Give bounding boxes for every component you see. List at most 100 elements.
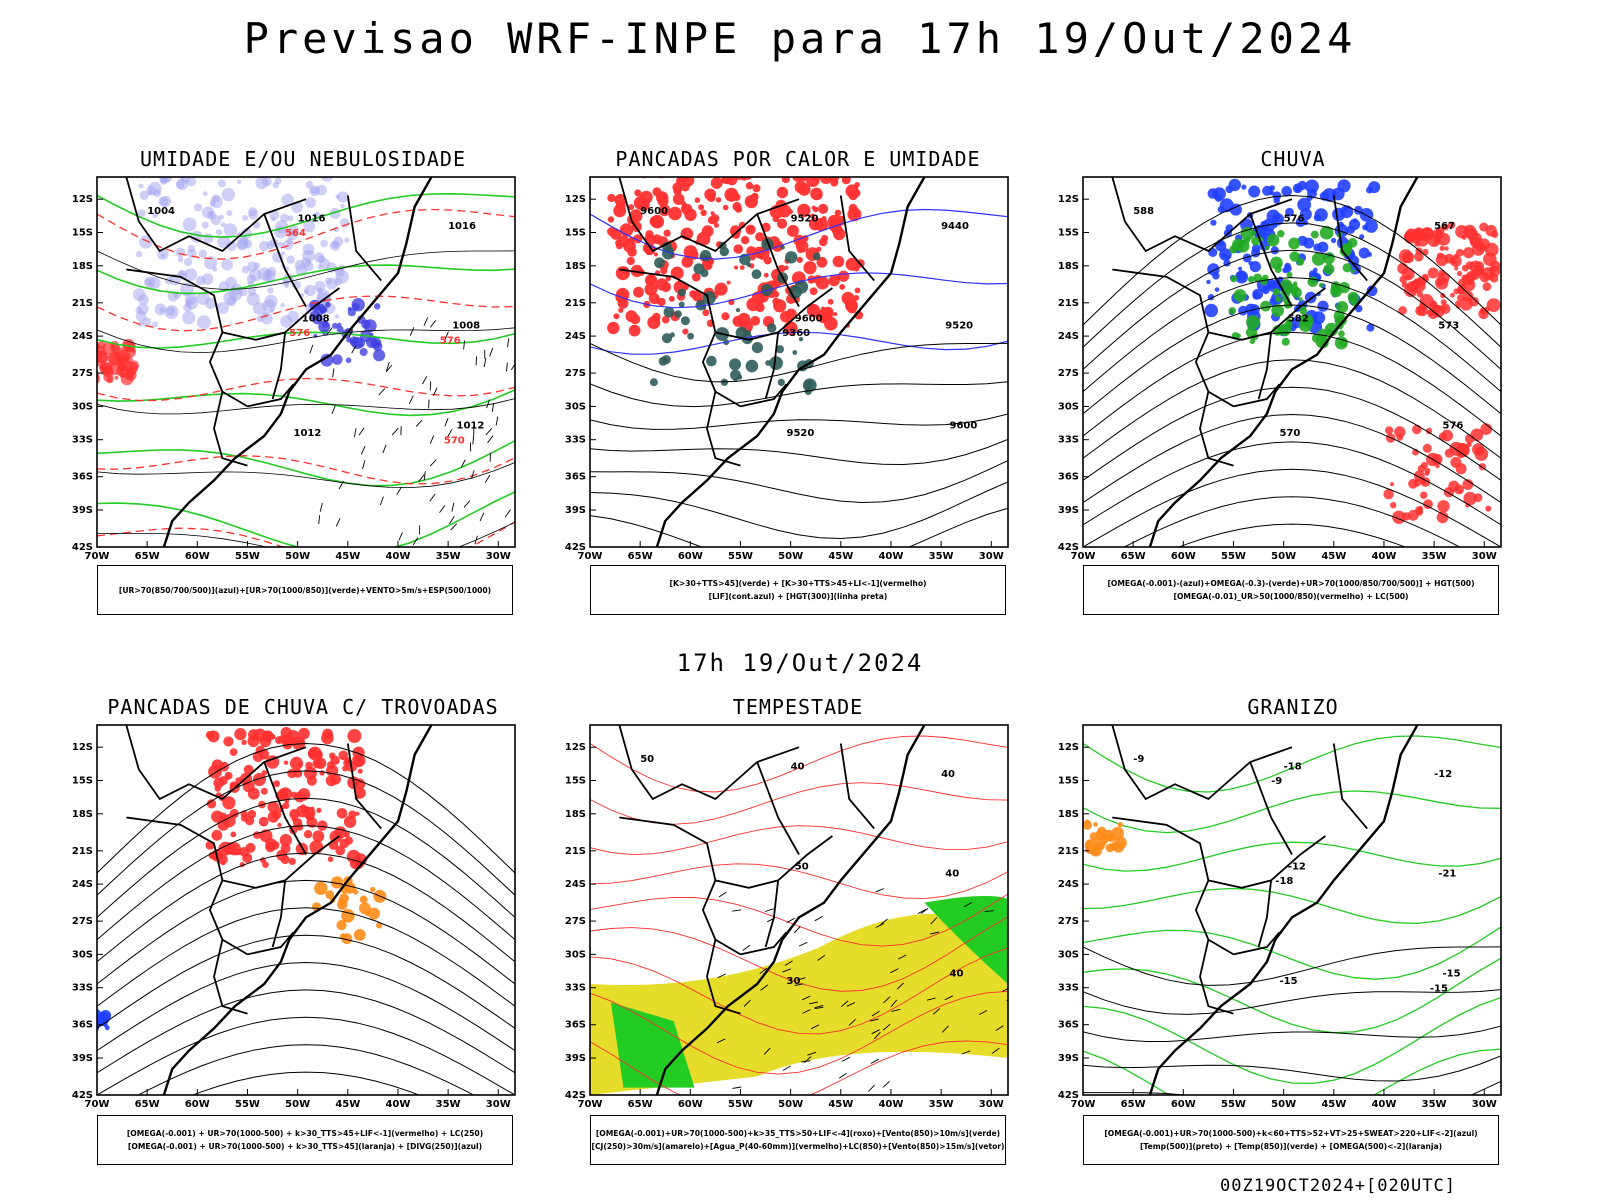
lon-label: 70W (1071, 551, 1096, 562)
shaded-cell (785, 251, 798, 264)
lon-label: 50W (778, 1099, 803, 1110)
shaded-cell (1359, 208, 1374, 222)
shaded-cell (668, 206, 682, 221)
shaded-cell (242, 167, 250, 175)
shaded-cell (1444, 448, 1454, 458)
shaded-cell (336, 808, 348, 819)
coastline (162, 725, 433, 1095)
shaded-cell (1336, 301, 1349, 313)
shaded-cell (734, 205, 743, 213)
shaded-cell (822, 141, 829, 148)
shaded-cell (237, 179, 242, 185)
shaded-cell (137, 209, 146, 218)
shaded-cell (772, 290, 780, 298)
shaded-cell (680, 205, 687, 212)
shaded-cell (827, 111, 838, 122)
shaded-cell (681, 256, 694, 268)
lat-label: 18S (565, 809, 586, 820)
contour-label: 40 (791, 761, 805, 772)
shaded-cell (1416, 291, 1424, 298)
lat-label: 30S (72, 949, 93, 960)
lat-label: 33S (72, 435, 93, 446)
political-border (764, 880, 779, 948)
wind-vector (447, 429, 453, 438)
shaded-cell (1240, 239, 1246, 246)
contour-label: 576 (289, 328, 310, 339)
shaded-cell (280, 303, 285, 308)
wind-vector (875, 923, 885, 928)
shaded-cell (252, 772, 266, 787)
shaded-cell (335, 270, 349, 284)
political-border (839, 743, 875, 830)
lon-label: 55W (235, 1099, 260, 1110)
shaded-cell (312, 758, 323, 769)
contour-line (97, 192, 515, 239)
wind-vector (485, 427, 493, 436)
shaded-cell (287, 215, 294, 222)
wind-vector (358, 427, 365, 436)
shaded-cell (1456, 270, 1463, 277)
shaded-cell (287, 230, 298, 241)
shaded-cell (323, 169, 329, 175)
shaded-cell (726, 114, 736, 124)
shaded-cell (1249, 338, 1256, 344)
shaded-cell (1271, 304, 1285, 317)
shaded-cell (680, 316, 690, 326)
strong-wind-area (610, 1002, 695, 1088)
wind-vector (486, 399, 490, 409)
shaded-cell (794, 164, 806, 176)
shaded-cell (1340, 205, 1354, 219)
shaded-cell (196, 275, 206, 286)
wind-vector (429, 320, 437, 328)
shaded-cell (1272, 191, 1282, 201)
lat-label: 21S (72, 846, 93, 857)
wind-vector (961, 1050, 971, 1055)
shaded-cell (1228, 178, 1242, 192)
shaded-cell (1285, 207, 1294, 217)
lat-label: 27S (72, 368, 93, 379)
contour-label: -12 (1434, 769, 1452, 780)
shaded-cell (357, 768, 363, 774)
lon-label: 50W (1271, 551, 1296, 562)
wind-vector (841, 1000, 849, 1008)
shaded-cell (804, 380, 814, 390)
shaded-cell (828, 275, 840, 287)
wind-vector (505, 362, 508, 372)
shaded-cell (1366, 285, 1378, 297)
shaded-cell (788, 209, 793, 215)
shaded-cell (1306, 194, 1313, 202)
shaded-cell (721, 141, 733, 153)
panel-1-fields: 1004 1008 1012 1016 1008 1012 1016 576 570 564 576 (97, 167, 515, 547)
lon-label: 30W (1472, 551, 1497, 562)
lon-label: 60W (678, 551, 703, 562)
shaded-cell (1390, 502, 1397, 509)
shaded-cell (713, 222, 720, 228)
shaded-cell (833, 312, 838, 317)
shaded-cell (226, 210, 233, 217)
lat-label: 15S (72, 228, 93, 239)
shaded-cell (1296, 257, 1305, 266)
shaded-cell (819, 177, 833, 184)
contour-line (1083, 1055, 1501, 1082)
lat-label: 18S (565, 261, 586, 272)
shaded-cell (1301, 305, 1306, 311)
lon-label: 60W (678, 1099, 703, 1110)
shaded-cell (735, 161, 747, 173)
shaded-cell (711, 146, 716, 151)
shaded-cell (814, 164, 818, 168)
shaded-cell (1228, 307, 1237, 315)
lat-label: 24S (72, 331, 93, 342)
shaded-cell (851, 209, 859, 217)
shaded-cell (1275, 296, 1281, 303)
shaded-cell (184, 268, 198, 281)
wind-vector (784, 960, 793, 966)
shaded-cell (158, 196, 169, 207)
contour-label: -12 (1288, 861, 1306, 872)
shaded-cell (374, 303, 381, 310)
wind-vector (418, 474, 425, 482)
shaded-cell (1427, 267, 1439, 279)
shaded-cell (339, 838, 350, 849)
streamline (97, 825, 515, 940)
shaded-cell (808, 279, 813, 284)
lat-label: 18S (72, 261, 93, 272)
